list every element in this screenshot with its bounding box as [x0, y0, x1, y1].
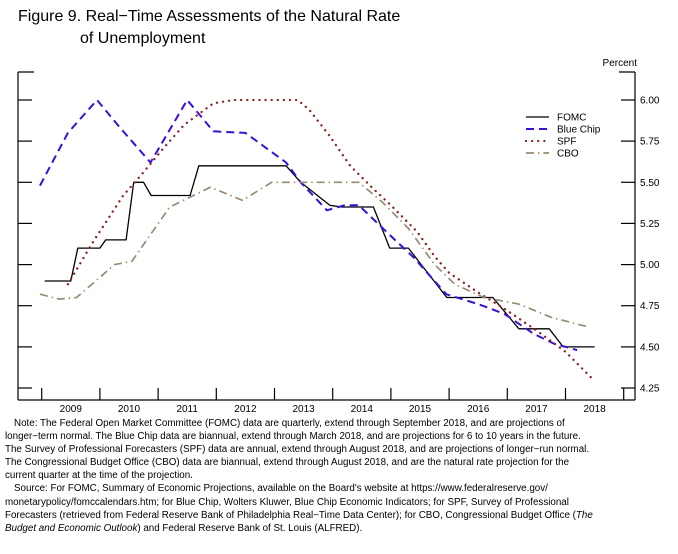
source-line: monetarypolicy/fomccalendars.htm; for Bl…	[5, 496, 569, 508]
y-axis-tick-label: 5.25	[640, 219, 660, 230]
y-axis-tick-label: 4.50	[640, 342, 660, 353]
source-italic-title: Budget and Economic Outlook	[5, 522, 138, 534]
x-axis-tick-label: 2012	[234, 404, 257, 415]
source-italic-title: The	[575, 509, 593, 521]
source-text: ) and Federal Reserve Bank of St. Louis …	[137, 522, 363, 534]
note-line: Note: The Federal Open Market Committee …	[14, 418, 565, 429]
note-line: longer−term normal. The Blue Chip data a…	[5, 431, 581, 443]
legend-label-spf: SPF	[557, 137, 576, 148]
x-axis-tick-label: 2010	[118, 404, 141, 415]
series-spf-line	[66, 98, 593, 380]
y-axis-tick-label: 5.50	[640, 178, 660, 189]
y-axis-tick-label: 6.00	[640, 96, 660, 107]
figure-title-line2: of Unemployment	[80, 30, 206, 47]
x-axis-tick-label: 2015	[409, 404, 432, 415]
source-line: Forecasters (retrieved from Federal Rese…	[5, 509, 675, 522]
series-blue-chip-line	[39, 99, 578, 352]
legend-label-cbo: CBO	[557, 149, 579, 160]
legend-label-blue-chip: Blue Chip	[557, 125, 601, 136]
y-axis-tick-label: 4.75	[640, 301, 660, 312]
note-line: The Survey of Professional Forecasters (…	[5, 444, 590, 456]
x-axis-tick-label: 2016	[467, 404, 490, 415]
y-axis-tick-label: 5.00	[640, 260, 660, 271]
figure-notes: Note: The Federal Open Market Committee …	[5, 417, 675, 535]
source-line: Source: For FOMC, Summary of Economic Pr…	[14, 483, 548, 495]
legend-label-fomc: FOMC	[557, 113, 586, 124]
y-axis-unit-label: Percent	[603, 58, 638, 69]
figure-title-line1: Figure 9. Real−Time Assessments of the N…	[18, 8, 401, 25]
y-axis-tick-label: 4.25	[640, 384, 660, 395]
x-axis-tick-label: 2018	[583, 404, 606, 415]
series-fomc-line	[44, 165, 595, 348]
x-axis-tick-label: 2011	[176, 404, 198, 415]
source-line: Budget and Economic Outlook) and Federal…	[5, 522, 675, 535]
x-axis-tick-label: 2009	[60, 404, 83, 415]
note-line: The Congressional Budget Office (CBO) da…	[5, 457, 570, 469]
x-axis-tick-label: 2017	[525, 404, 548, 415]
axis-frame	[17, 71, 636, 401]
y-axis-tick-label: 5.75	[640, 137, 660, 148]
note-line: current quarter at the time of the proje…	[5, 470, 193, 482]
x-axis-tick-label: 2013	[292, 404, 315, 415]
source-text: Forecasters (retrieved from Federal Rese…	[5, 509, 576, 521]
figure-title: Figure 9. Real−Time Assessments of the N…	[18, 6, 400, 50]
series-cbo-line	[39, 181, 590, 328]
x-axis-tick-label: 2014	[351, 404, 374, 415]
